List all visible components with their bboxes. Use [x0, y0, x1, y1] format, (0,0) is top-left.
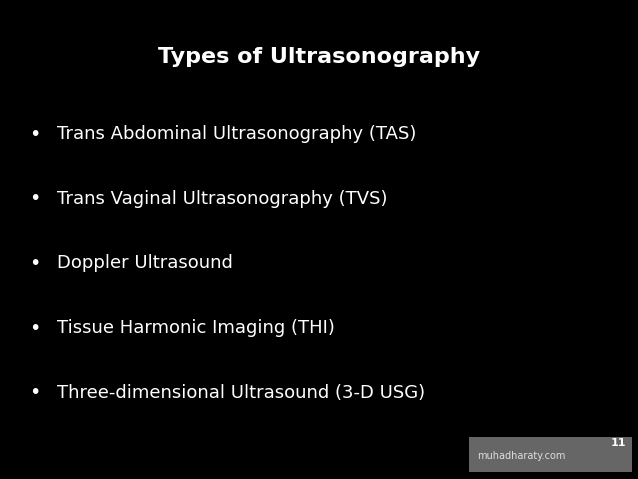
Text: 11: 11	[611, 438, 627, 448]
Text: Doppler Ultrasound: Doppler Ultrasound	[57, 254, 234, 273]
Text: Tissue Harmonic Imaging (THI): Tissue Harmonic Imaging (THI)	[57, 319, 336, 337]
Bar	[469, 437, 632, 472]
Text: •: •	[29, 189, 41, 208]
Text: Trans Abdominal Ultrasonography (TAS): Trans Abdominal Ultrasonography (TAS)	[57, 125, 417, 143]
Text: •: •	[29, 319, 41, 338]
Text: muhadharaty.com: muhadharaty.com	[477, 451, 566, 461]
Text: •: •	[29, 125, 41, 144]
Text: Three-dimensional Ultrasound (3-D USG): Three-dimensional Ultrasound (3-D USG)	[57, 384, 426, 402]
Text: Trans Vaginal Ultrasonography (TVS): Trans Vaginal Ultrasonography (TVS)	[57, 190, 388, 208]
Text: •: •	[29, 254, 41, 273]
Text: Types of Ultrasonography: Types of Ultrasonography	[158, 47, 480, 68]
Text: •: •	[29, 383, 41, 402]
